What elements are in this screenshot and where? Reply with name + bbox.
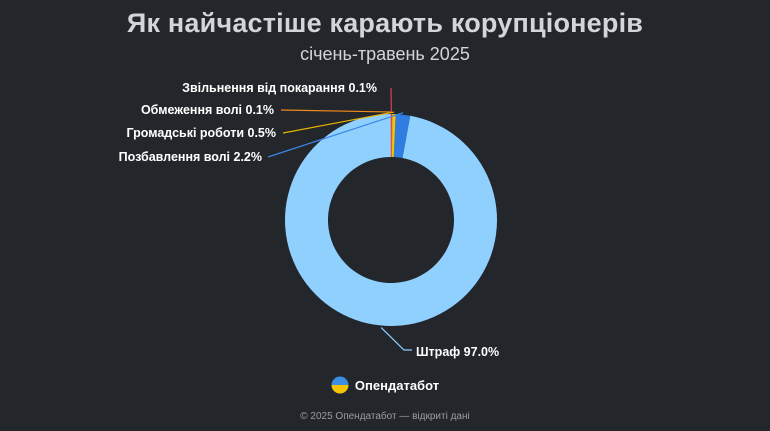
slice-2 [391, 114, 396, 158]
slice-label-3: Обмеження волі 0.1% [141, 103, 274, 117]
slice-label-0: Штраф 97.0% [416, 345, 499, 359]
opendatabot-logo-icon [331, 376, 349, 394]
chart-title: Як найчастіше карають корупціонерів [126, 8, 644, 38]
slice-4 [390, 114, 392, 158]
logo-bottom-half [331, 385, 349, 394]
label-leader-lines [267, 87, 412, 351]
leader-line-1 [267, 112, 404, 158]
slice-0 [285, 114, 497, 327]
brand: Опендатабот [0, 376, 770, 394]
chart-subtitle: січень-травень 2025 [300, 44, 470, 64]
donut-slices [285, 114, 497, 327]
slice-label-4: Звільнення від покарання 0.1% [182, 81, 377, 95]
slice-labels: Штраф 97.0% Позбавлення волі 2.2% Громадсь… [119, 81, 500, 359]
brand-name: Опендатабот [354, 377, 440, 393]
slice-label-1: Позбавлення волі 2.2% [119, 150, 262, 164]
leader-line-0 [380, 327, 412, 351]
leader-line-3 [280, 109, 393, 113]
footer-copyright: © 2025 Опендатабот — відкриті дані [300, 411, 470, 422]
leader-line-2 [282, 111, 395, 134]
slice-label-2: Громадські роботи 0.5% [127, 126, 276, 140]
slice-1 [393, 114, 411, 159]
